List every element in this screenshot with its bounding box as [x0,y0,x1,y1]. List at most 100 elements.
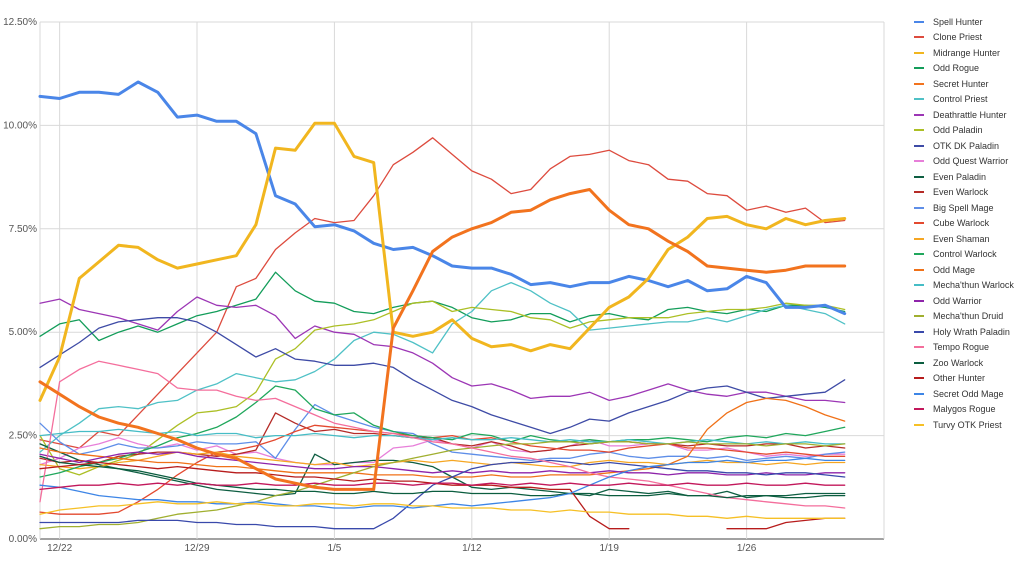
y-tick-label: 2.50% [9,431,37,442]
series-line-secret-hunter [38,188,847,491]
legend-item: Holy Wrath Paladin [914,324,1022,340]
legend-swatch [914,82,924,85]
legend-item: Cube Warlock [914,216,1022,232]
legend-swatch [914,299,924,302]
legend-label: Odd Mage [933,264,976,275]
axes: 0.00% 2.50% 5.00% 7.50% 10.00% 12.50% 12/22 12/… [3,17,757,554]
legend-swatch [914,253,924,256]
legend-swatch [914,51,924,54]
y-tick-label: 7.50% [9,224,37,235]
y-tick-label: 5.00% [9,327,37,338]
series-line-midrange-hunter [38,121,847,402]
legend-item: Other Hunter [914,371,1022,387]
legend-item: Odd Mage [914,262,1022,278]
legend-item: OTK DK Paladin [914,138,1022,154]
legend-item: Even Shaman [914,231,1022,247]
legend-swatch [914,175,924,178]
legend-item: Spell Hunter [914,14,1022,30]
legend-label: Mecha'thun Druid [933,311,1004,322]
legend-label: Cube Warlock [933,218,990,229]
legend-swatch [914,206,924,209]
legend-item: Odd Quest Warrior [914,154,1022,170]
legend-item: Odd Paladin [914,123,1022,139]
legend-swatch [914,346,924,349]
legend-item: Odd Warrior [914,293,1022,309]
series-line-otk-dk-paladin [39,317,846,435]
series-line-mecha-thun-warlock [39,428,846,445]
legend-label: Even Paladin [933,171,987,182]
series-line-holy-wrath-paladin [39,459,846,530]
legend-item: Even Paladin [914,169,1022,185]
y-tick-label: 10.00% [3,120,37,131]
legend-label: Tempo Rogue [933,342,990,353]
legend-swatch [914,423,924,426]
series-line-secret-odd-mage [39,457,846,509]
legend-swatch [914,160,924,163]
legend-label: Odd Quest Warrior [933,156,1009,167]
series-line-control-warlock [39,385,846,478]
series-line-zoo-warlock [39,455,846,499]
legend-item: Odd Rogue [914,61,1022,77]
x-tick-label: 1/12 [462,543,482,554]
legend-swatch [914,144,924,147]
legend-label: Secret Odd Mage [933,388,1004,399]
series-line-odd-warrior [39,451,846,476]
legend-label: Holy Wrath Paladin [933,326,1010,337]
x-tick-label: 1/5 [327,543,341,554]
legend-label: Control Warlock [933,249,997,260]
legend-swatch [914,67,924,70]
legend-swatch [914,408,924,411]
series-line-cube-warlock [39,424,846,515]
legend-item: Control Warlock [914,247,1022,263]
legend-swatch [914,222,924,225]
legend-label: Mecha'thun Warlock [933,280,1014,291]
series-line-odd-rogue [39,271,846,342]
legend-swatch [914,20,924,23]
legend-label: Secret Hunter [933,78,989,89]
legend-item: Mecha'thun Druid [914,309,1022,325]
legend-swatch [914,392,924,395]
legend-label: Malygos Rogue [933,404,996,415]
legend-swatch [914,237,924,240]
legend-item: Deathrattle Hunter [914,107,1022,123]
legend-label: Midrange Hunter [933,47,1001,58]
legend-item: Control Priest [914,92,1022,108]
legend-swatch [914,268,924,271]
legend-label: Control Priest [933,94,988,105]
legend-label: OTK DK Paladin [933,140,1000,151]
legend-swatch [914,129,924,132]
legend: Spell Hunter Clone Priest Midrange Hunter O… [914,14,1022,433]
series-line-odd-quest-warrior [39,437,846,466]
legend-swatch [914,315,924,318]
legend-item: Midrange Hunter [914,45,1022,61]
x-tick-label: 1/26 [737,543,757,554]
x-tick-label: 12/29 [185,543,210,554]
legend-label: Odd Warrior [933,295,982,306]
legend-item: Zoo Warlock [914,355,1022,371]
series-line-spell-hunter [38,80,847,316]
series-line-turvy-otk-priest [39,501,846,519]
series-line-deathrattle-hunter [39,296,846,404]
legend-swatch [914,191,924,194]
legend-label: Other Hunter [933,373,986,384]
series-line-odd-paladin [39,300,846,476]
legend-swatch [914,361,924,364]
legend-label: Even Warlock [933,187,989,198]
grid [39,21,885,540]
legend-label: Odd Paladin [933,125,983,136]
legend-label: Odd Rogue [933,63,980,74]
legend-swatch [914,36,924,39]
legend-swatch [914,98,924,101]
legend-item: Big Spell Mage [914,200,1022,216]
legend-label: Turvy OTK Priest [933,419,1002,430]
legend-swatch [914,330,924,333]
legend-swatch [914,113,924,116]
legend-item: Secret Odd Mage [914,386,1022,402]
series-line-tempo-rogue [39,360,846,509]
legend-item: Turvy OTK Priest [914,417,1022,433]
series-line-mecha-thun-druid [39,441,846,530]
legend-label: Clone Priest [933,32,983,43]
legend-item: Mecha'thun Warlock [914,278,1022,294]
legend-item: Tempo Rogue [914,340,1022,356]
